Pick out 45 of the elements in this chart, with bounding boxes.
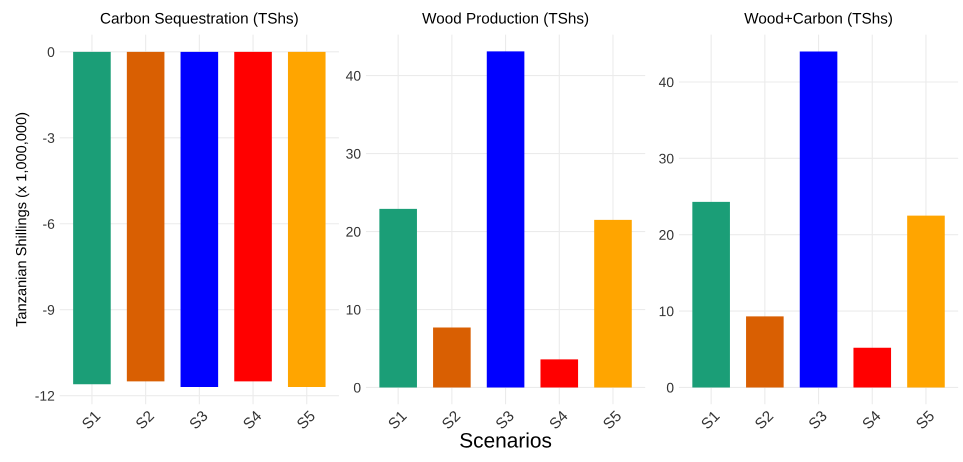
y-tick-label: -9 — [43, 305, 54, 315]
chart-title: Wood Production (TShs) — [422, 12, 588, 27]
bar — [486, 51, 524, 388]
chart-title: Wood+Carbon (TShs) — [744, 12, 892, 27]
x-tick-label: S5 — [602, 410, 622, 430]
x-axis-title: Scenarios — [460, 432, 552, 448]
x-tick-label: S1 — [387, 410, 408, 430]
bar — [800, 51, 838, 388]
x-tick-label: S5 — [296, 410, 316, 430]
y-tick-label: 10 — [346, 304, 361, 315]
bar — [540, 359, 578, 388]
x-tick-label: S3 — [494, 410, 515, 430]
y-tick-label: 30 — [346, 148, 361, 159]
y-tick-label: 20 — [346, 226, 361, 237]
bar — [746, 316, 784, 388]
x-tick-label: S2 — [754, 410, 774, 430]
y-tick-label: -6 — [43, 219, 54, 229]
x-tick-label: S4 — [861, 410, 882, 430]
chart-title: Carbon Sequestration (TShs) — [100, 12, 298, 27]
y-tick-label: -3 — [43, 133, 54, 143]
x-tick-label: S4 — [242, 410, 262, 430]
x-tick-label: S1 — [700, 410, 720, 430]
y-tick-label: 10 — [660, 306, 674, 316]
bar — [853, 348, 892, 388]
y-tick-label: 0 — [48, 47, 54, 58]
y-axis-title: Tanzanian Shillings (x 1,000,000) — [16, 112, 30, 327]
x-tick-label: S5 — [915, 410, 936, 430]
y-tick-label: 30 — [659, 154, 674, 164]
y-tick-label: 40 — [658, 77, 674, 88]
x-tick-label: S4 — [548, 410, 568, 430]
x-tick-label: S3 — [808, 410, 828, 430]
bar — [692, 202, 730, 388]
bar — [907, 216, 945, 388]
x-tick-label: S2 — [134, 410, 155, 430]
y-tick-label: 40 — [346, 70, 361, 81]
y-tick-label: 0 — [666, 382, 674, 393]
bar — [379, 208, 417, 388]
y-tick-label: -12 — [35, 390, 54, 401]
x-tick-label: S1 — [81, 410, 101, 430]
x-tick-label: S2 — [441, 410, 461, 430]
bar — [594, 220, 632, 388]
y-tick-label: 20 — [659, 230, 674, 240]
bar — [433, 327, 471, 388]
y-tick-label: 0 — [354, 382, 361, 393]
x-tick-label: S3 — [188, 410, 208, 430]
